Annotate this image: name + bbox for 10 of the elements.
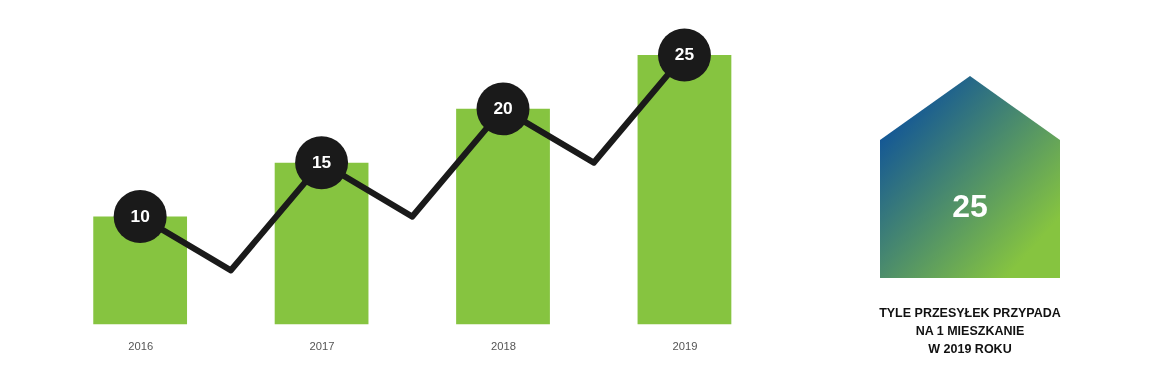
x-tick-label: 2019 bbox=[672, 340, 698, 353]
data-label: 20 bbox=[493, 97, 513, 118]
x-tick-label: 2017 bbox=[309, 340, 335, 353]
text: 25 bbox=[951, 187, 989, 226]
x-tick-label: 2016 bbox=[128, 340, 154, 353]
data-label: 25 bbox=[674, 44, 695, 65]
data-label: 15 bbox=[311, 151, 332, 172]
data-label: 10 bbox=[130, 205, 150, 226]
text: TYLE PRZESYŁEK PRZYPADA NA 1 MIESZKANIE W 2019 ROKU bbox=[878, 305, 1062, 358]
x-tick-label: 2018 bbox=[491, 340, 516, 353]
